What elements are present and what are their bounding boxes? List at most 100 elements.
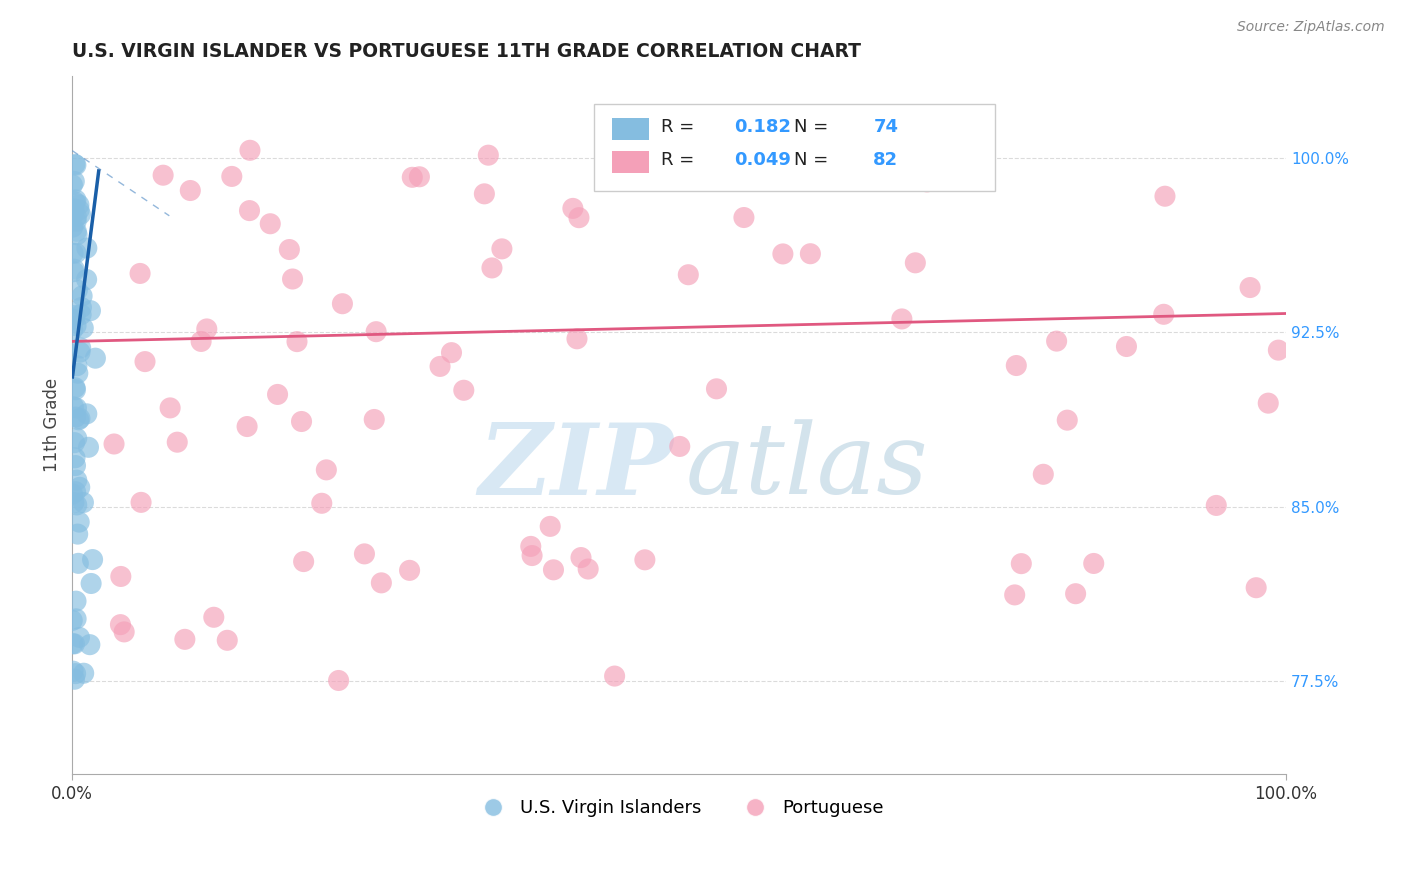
Point xyxy=(65,158,87,172)
FancyBboxPatch shape xyxy=(595,104,994,192)
Point xyxy=(65,214,87,228)
Point xyxy=(159,401,181,415)
Point xyxy=(110,617,132,632)
Point xyxy=(266,387,288,401)
Point xyxy=(634,553,657,567)
Point xyxy=(65,210,87,224)
Point xyxy=(1083,557,1105,571)
Point xyxy=(134,354,156,368)
Point xyxy=(67,202,90,217)
Point xyxy=(84,351,107,366)
Point xyxy=(1239,280,1261,294)
Point xyxy=(363,412,385,426)
Point xyxy=(60,614,83,628)
Point xyxy=(239,143,262,157)
Point xyxy=(62,323,84,337)
Point xyxy=(76,407,98,421)
Point xyxy=(65,410,87,425)
Point xyxy=(62,265,84,279)
Point xyxy=(915,175,938,189)
Point xyxy=(76,272,98,286)
Point xyxy=(69,480,91,494)
Point xyxy=(1244,581,1267,595)
Text: ZIP: ZIP xyxy=(478,418,673,516)
Text: atlas: atlas xyxy=(685,419,928,515)
Point xyxy=(63,309,86,323)
Point xyxy=(63,262,86,277)
Point xyxy=(65,401,87,415)
Point xyxy=(1153,307,1175,321)
Point xyxy=(69,341,91,355)
Point xyxy=(603,669,626,683)
Point xyxy=(63,672,86,686)
Point xyxy=(129,495,152,509)
Point xyxy=(103,437,125,451)
Point xyxy=(429,359,451,374)
Point xyxy=(1004,588,1026,602)
Point xyxy=(398,563,420,577)
Point xyxy=(67,515,90,529)
Text: 0.049: 0.049 xyxy=(734,151,790,169)
Point xyxy=(259,217,281,231)
Point xyxy=(481,260,503,275)
Point xyxy=(290,415,312,429)
Point xyxy=(890,312,912,326)
Point xyxy=(195,322,218,336)
Point xyxy=(66,359,89,373)
Point xyxy=(67,198,90,212)
Point xyxy=(62,637,84,651)
Point xyxy=(77,440,100,454)
Point xyxy=(1046,334,1069,348)
Point xyxy=(1064,587,1087,601)
Point xyxy=(1267,343,1289,358)
Point xyxy=(561,202,583,216)
Point xyxy=(477,148,499,162)
Point xyxy=(63,195,86,210)
Point xyxy=(353,547,375,561)
Point xyxy=(67,557,90,571)
Point xyxy=(70,308,93,322)
Point xyxy=(173,632,195,647)
Point xyxy=(69,345,91,359)
Point xyxy=(72,321,94,335)
Point xyxy=(799,246,821,260)
Point xyxy=(520,549,543,563)
Point xyxy=(73,666,96,681)
Point xyxy=(152,168,174,182)
Point xyxy=(69,631,91,645)
Point xyxy=(1115,339,1137,353)
Point xyxy=(315,463,337,477)
Point xyxy=(82,552,104,566)
Point xyxy=(453,384,475,398)
Point xyxy=(63,637,86,651)
Text: N =: N = xyxy=(794,151,834,169)
Point xyxy=(278,243,301,257)
Point xyxy=(370,575,392,590)
Point xyxy=(1154,189,1177,203)
Point xyxy=(217,633,239,648)
Point xyxy=(538,519,561,533)
Point xyxy=(110,569,132,583)
Point xyxy=(65,193,87,207)
Point xyxy=(66,473,89,487)
Point xyxy=(79,303,101,318)
Point xyxy=(80,576,103,591)
Point xyxy=(1056,413,1078,427)
Point xyxy=(63,202,86,217)
Point xyxy=(332,297,354,311)
Point xyxy=(76,241,98,255)
Text: 74: 74 xyxy=(873,118,898,136)
Point xyxy=(1010,557,1032,571)
Point xyxy=(69,411,91,425)
Point xyxy=(63,157,86,171)
Point xyxy=(66,283,89,297)
Point xyxy=(69,207,91,221)
Point xyxy=(408,169,430,184)
Point xyxy=(1205,499,1227,513)
Point xyxy=(179,184,201,198)
Text: N =: N = xyxy=(794,118,834,136)
Point xyxy=(112,624,135,639)
Point xyxy=(63,381,86,395)
Point xyxy=(65,383,87,397)
Point xyxy=(238,203,260,218)
